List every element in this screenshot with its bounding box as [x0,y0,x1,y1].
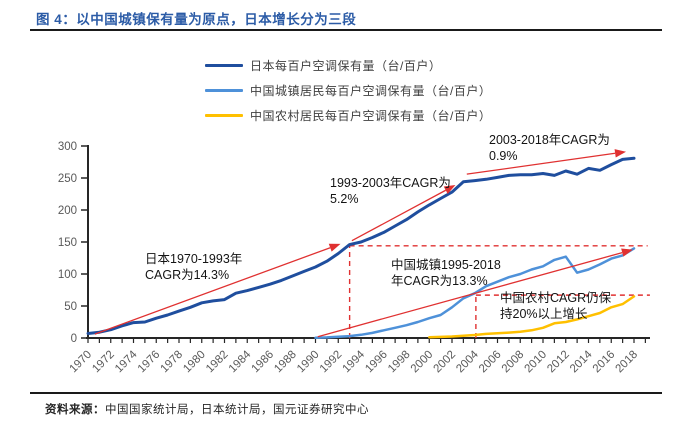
trend-arrowhead-icon [328,243,341,252]
x-tick-label: 1976 [136,349,163,376]
x-tick-label: 1982 [204,349,231,376]
trend-line [317,251,623,338]
annotation-japan-2003-2018: 2003-2018年CAGR为 0.9% [489,133,610,163]
footer-divider [30,392,662,394]
y-tick-label: 250 [58,173,77,185]
x-tick-label: 2004 [454,348,481,375]
annotation-japan-1970-1993: 日本1970-1993年 CAGR为14.3% [145,252,243,282]
series-line-japan [86,156,636,335]
trend-line [94,247,331,335]
x-tick-label: 1996 [363,349,390,376]
x-tick-label: 1978 [159,349,186,376]
y-tick-label: 0 [71,333,77,345]
x-tick-label: 2016 [591,349,618,376]
x-tick-label: 1990 [295,349,322,376]
annotation-china-urban: 中国城镇1995-2018 年CAGR为13.3% [391,258,501,288]
y-tick-label: 50 [64,301,77,313]
chart-legend: 日本每百户空调保有量（台/百户） 中国城镇居民每百户空调保有量（台/百户） 中国… [205,58,491,123]
x-tick-label: 1998 [386,349,413,376]
annotation-china-rural: 中国农村CAGR仍保 持20%以上增长 [500,291,612,321]
trend-line [466,152,616,175]
source-label: 资料来源： [45,404,105,416]
series-line-china-rural [428,295,636,339]
legend-item-japan: 日本每百户空调保有量（台/百户） [205,58,491,73]
figure-title: 图 4：以中国城镇保有量为原点，日本增长分为三段 [36,12,357,27]
x-tick-label: 1986 [250,349,277,376]
annotation-japan-1993-2003: 1993-2003年CAGR为 5.2% [330,176,451,206]
y-tick-label: 300 [58,141,77,153]
legend-line-china-rural-icon [205,114,243,117]
x-tick-label: 1970 [68,349,95,376]
legend-line-japan-icon [205,64,243,67]
x-tick-label: 1974 [113,348,140,375]
x-tick-label: 2012 [545,349,572,376]
legend-label-china-urban: 中国城镇居民每百户空调保有量（台/百户） [250,84,492,98]
trend-arrowhead-icon [621,248,633,257]
source-text: 中国国家统计局，日本统计局，国元证券研究中心 [105,404,369,416]
y-tick-label: 200 [58,205,77,217]
legend-item-china-rural: 中国农村居民每百户空调保有量（台/百户） [205,108,491,123]
legend-line-china-urban-icon [205,89,243,92]
y-tick-label: 100 [58,269,77,281]
x-tick-label: 1984 [227,348,254,375]
x-tick-label: 1988 [272,349,299,376]
x-tick-label: 2002 [432,349,459,376]
x-tick-label: 2018 [614,349,641,376]
x-tick-label: 1994 [341,348,368,375]
x-tick-label: 2008 [500,349,527,376]
legend-item-china-urban: 中国城镇居民每百户空调保有量（台/百户） [205,83,491,98]
trend-line [351,189,447,242]
legend-label-china-rural: 中国农村居民每百户空调保有量（台/百户） [250,109,492,123]
trend-arrowhead-icon [614,149,627,158]
x-tick-label: 2006 [477,349,504,376]
x-tick-label: 1972 [90,349,117,376]
x-tick-label: 2014 [568,348,595,375]
legend-label-japan: 日本每百户空调保有量（台/百户） [250,59,442,73]
source-note: 资料来源：中国国家统计局，日本统计局，国元证券研究中心 [45,401,369,417]
title-divider [30,29,662,31]
x-tick-label: 1980 [181,349,208,376]
y-tick-label: 150 [58,237,77,249]
x-tick-label: 1992 [318,349,345,376]
trend-arrowhead-icon [443,185,456,194]
x-tick-label: 2000 [409,349,436,376]
x-tick-label: 2010 [523,349,550,376]
